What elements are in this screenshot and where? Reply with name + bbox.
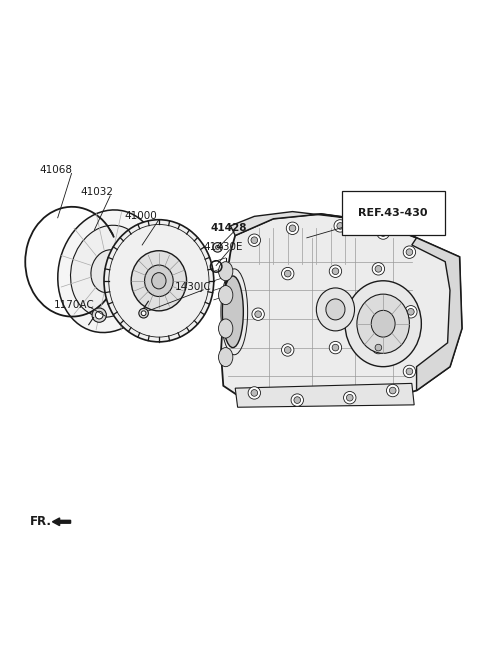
Ellipse shape	[218, 319, 233, 338]
Circle shape	[375, 265, 382, 272]
Circle shape	[286, 222, 299, 235]
Ellipse shape	[371, 310, 395, 337]
Circle shape	[372, 263, 384, 275]
Polygon shape	[230, 212, 417, 238]
Ellipse shape	[131, 251, 187, 311]
Circle shape	[332, 268, 339, 275]
Circle shape	[347, 394, 353, 401]
Circle shape	[403, 246, 416, 258]
Circle shape	[329, 342, 342, 353]
Circle shape	[284, 347, 291, 353]
Text: 1170AC: 1170AC	[54, 300, 95, 309]
Circle shape	[380, 230, 386, 237]
Text: FR.: FR.	[30, 515, 52, 528]
Circle shape	[291, 394, 303, 406]
Circle shape	[377, 227, 389, 239]
Circle shape	[334, 219, 347, 232]
Circle shape	[403, 365, 416, 378]
Circle shape	[251, 237, 258, 244]
Text: REF.43-430: REF.43-430	[359, 208, 428, 218]
Circle shape	[406, 249, 413, 256]
Circle shape	[289, 225, 296, 232]
Circle shape	[372, 342, 384, 353]
Ellipse shape	[141, 311, 146, 315]
Circle shape	[375, 344, 382, 351]
Ellipse shape	[144, 265, 173, 296]
Circle shape	[96, 311, 103, 319]
Ellipse shape	[218, 261, 233, 281]
Circle shape	[344, 392, 356, 404]
Circle shape	[281, 267, 294, 280]
Circle shape	[248, 387, 261, 399]
Circle shape	[252, 308, 264, 321]
Circle shape	[389, 387, 396, 394]
Circle shape	[406, 368, 413, 374]
Text: 41000: 41000	[124, 212, 157, 221]
Ellipse shape	[91, 250, 127, 292]
Ellipse shape	[218, 286, 233, 305]
Circle shape	[337, 223, 344, 229]
Circle shape	[408, 308, 414, 315]
Text: 1430JC: 1430JC	[175, 282, 211, 292]
Text: 41068: 41068	[39, 165, 72, 175]
Ellipse shape	[316, 288, 355, 331]
Ellipse shape	[152, 273, 166, 289]
Circle shape	[284, 270, 291, 277]
Ellipse shape	[357, 294, 409, 353]
Ellipse shape	[139, 308, 148, 318]
Ellipse shape	[104, 219, 214, 342]
Circle shape	[294, 397, 300, 403]
Ellipse shape	[58, 210, 160, 332]
Circle shape	[255, 311, 262, 317]
Circle shape	[92, 308, 107, 323]
Circle shape	[281, 344, 294, 356]
Text: 41032: 41032	[80, 187, 113, 198]
Polygon shape	[412, 238, 462, 390]
Ellipse shape	[345, 281, 421, 367]
Circle shape	[405, 306, 417, 318]
Circle shape	[332, 344, 339, 351]
Text: 41430E: 41430E	[203, 242, 243, 252]
Text: 41428: 41428	[210, 223, 247, 233]
Ellipse shape	[326, 299, 345, 320]
Ellipse shape	[71, 225, 147, 317]
Circle shape	[251, 390, 258, 396]
Circle shape	[248, 234, 261, 246]
Ellipse shape	[218, 348, 233, 367]
FancyArrow shape	[52, 518, 71, 526]
Circle shape	[216, 246, 219, 249]
Polygon shape	[235, 384, 414, 407]
Circle shape	[329, 265, 342, 277]
Ellipse shape	[222, 276, 243, 348]
Circle shape	[213, 242, 222, 252]
Polygon shape	[221, 214, 462, 405]
Circle shape	[386, 384, 399, 397]
